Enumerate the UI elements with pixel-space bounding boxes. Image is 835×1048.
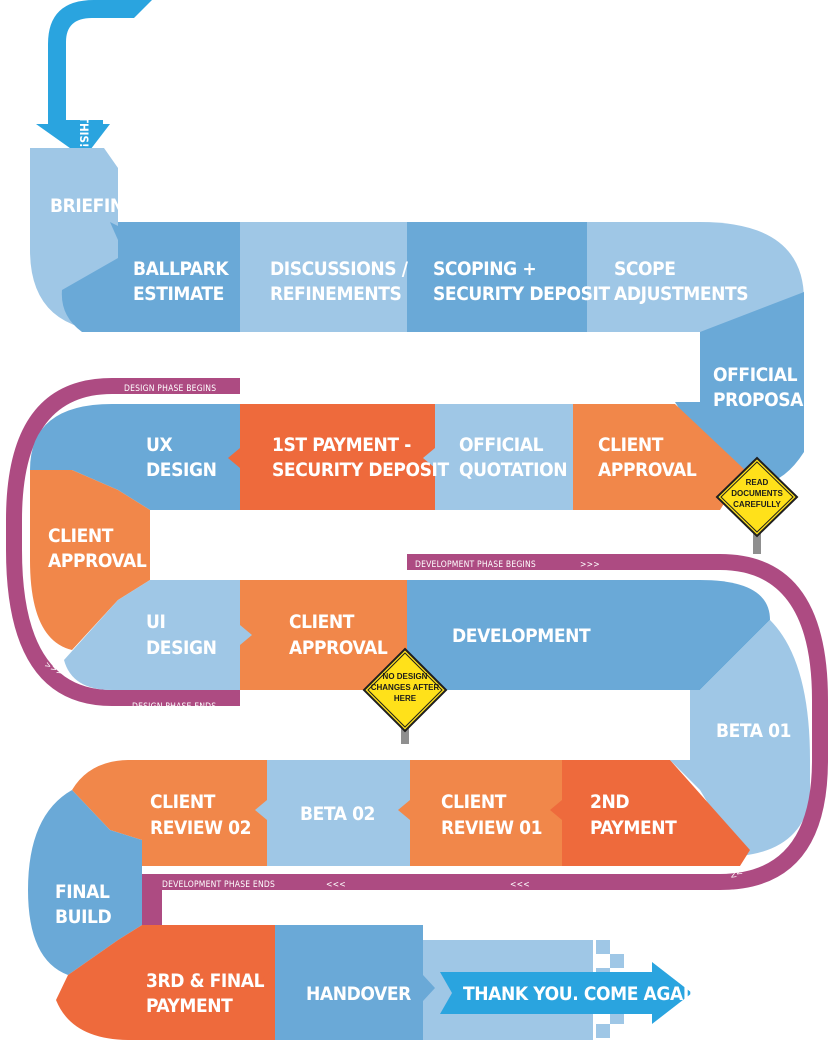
- step-client-approval-1-shape: [573, 404, 745, 510]
- step-client-approval-1-line1: CLIENT: [598, 434, 664, 456]
- step-ux-design-line2: DESIGN: [146, 459, 216, 481]
- step-official-quotation-shape: [435, 404, 573, 510]
- step-official-proposal-line2: PROPOSAL: [713, 389, 814, 411]
- sign-no-design-line2: CHANGES AFTER: [371, 683, 440, 692]
- step-client-approval-3-line1: CLIENT: [289, 611, 355, 633]
- left-curve: CLIENT APPROVAL UI DESIGN: [30, 470, 240, 690]
- sign-read-line2: DOCUMENTS: [731, 489, 783, 498]
- step-ui-design-line1: UI: [146, 611, 165, 633]
- thank-you-arrow: [440, 962, 692, 1024]
- development-phase-ends-label: DEVELOPMENT PHASE ENDS: [162, 880, 275, 890]
- step-client-approval-2-shape: [30, 470, 150, 650]
- development-back-chevrons-3: <<<: [326, 880, 346, 890]
- step-client-review-02-line1: CLIENT: [150, 791, 216, 813]
- step-client-review-01-line1: CLIENT: [441, 791, 507, 813]
- step-handover-shape: [275, 925, 423, 1040]
- thank-you-label: THANK YOU. COME AGAIN: [463, 983, 703, 1005]
- step-final-build-line2: BUILD: [55, 906, 112, 928]
- step-final-build-shape: [28, 790, 142, 975]
- step-ui-design-line2: DESIGN: [146, 637, 216, 659]
- row-4: 2ND PAYMENT CLIENT REVIEW 01 BETA 02 CLI…: [72, 760, 750, 866]
- sign-no-design-line3: HERE: [394, 694, 417, 703]
- start-arrow-label: LET'S DO THIS!: [77, 60, 91, 148]
- step-scoping-line1: SCOPING +: [433, 258, 536, 280]
- step-scoping-line2: SECURITY DEPOSIT: [433, 283, 611, 305]
- step-discussions-line2: REFINEMENTS: [270, 283, 402, 305]
- step-client-review-01-line2: REVIEW 01: [441, 817, 542, 839]
- step-official-quotation-line2: QUOTATION: [459, 459, 567, 481]
- development-phase-begins-label: DEVELOPMENT PHASE BEGINS: [415, 560, 536, 570]
- step-client-approval-1-line2: APPROVAL: [598, 459, 697, 481]
- step-first-payment-line1: 1ST PAYMENT -: [272, 434, 411, 456]
- step-second-payment-line1: 2ND: [590, 791, 629, 813]
- step-beta-01-shape: [670, 620, 810, 856]
- step-third-payment-line1: 3RD & FINAL: [146, 970, 265, 992]
- row-3: CLIENT APPROVAL DEVELOPMENT BETA 01: [240, 580, 810, 856]
- row-1: BRIEFING BALLPARK ESTIMATE DISCUSSIONS /…: [30, 148, 814, 485]
- step-client-review-01-shape: [410, 760, 562, 866]
- step-final-build-line1: FINAL: [55, 881, 110, 903]
- step-beta-01: BETA 01: [716, 720, 791, 742]
- step-ui-design-shape: [64, 580, 240, 690]
- step-second-payment-line2: PAYMENT: [590, 817, 677, 839]
- step-client-approval-2-line2: APPROVAL: [48, 550, 147, 572]
- sign-no-design-line1: NO DESIGN: [383, 672, 428, 681]
- row-2: UX DESIGN 1ST PAYMENT - SECURITY DEPOSIT…: [30, 404, 745, 510]
- step-development: DEVELOPMENT: [452, 625, 591, 647]
- step-discussions-line1: DISCUSSIONS /: [270, 258, 409, 280]
- step-scope-adjustments-shape: [587, 222, 804, 332]
- step-client-review-02-line2: REVIEW 02: [150, 817, 251, 839]
- step-second-payment-shape: [562, 760, 750, 866]
- sign-read-documents: READ DOCUMENTS CAREFULLY: [715, 456, 799, 554]
- step-official-quotation-line1: OFFICIAL: [459, 434, 544, 456]
- design-phase-ends-label: DESIGN PHASE ENDS: [132, 702, 216, 712]
- step-scope-adjustments-line2: ADJUSTMENTS: [614, 283, 748, 305]
- step-client-approval-3-shape: [240, 580, 407, 690]
- step-scoping-shape: [407, 222, 587, 332]
- step-discussions-shape: [240, 222, 407, 332]
- development-back-chevrons-2: <<<: [510, 880, 530, 890]
- step-ballpark-line2: ESTIMATE: [133, 283, 224, 305]
- step-first-payment-shape: [240, 404, 435, 510]
- step-beta-02-shape: [267, 760, 410, 866]
- step-briefing: BRIEFING: [50, 195, 137, 217]
- step-official-proposal-line1: OFFICIAL: [713, 364, 798, 386]
- step-third-payment-shape: [56, 925, 275, 1040]
- step-ux-design-shape: [30, 404, 240, 510]
- row-5: FINAL BUILD 3RD & FINAL PAYMENT HANDOVER…: [28, 790, 703, 1040]
- sign-read-line1: READ: [746, 478, 769, 487]
- step-handover: HANDOVER: [306, 983, 411, 1005]
- step-client-review-02-shape: [72, 760, 267, 866]
- design-phase-begins-label: DESIGN PHASE BEGINS: [124, 384, 216, 394]
- step-ballpark-shape: [61, 222, 241, 332]
- step-first-payment-line2: SECURITY DEPOSIT: [272, 459, 450, 481]
- step-beta-02: BETA 02: [300, 803, 375, 825]
- sign-read-line3: CAREFULLY: [733, 500, 781, 509]
- step-ballpark-line1: BALLPARK: [133, 258, 229, 280]
- step-development-shape: [407, 580, 770, 690]
- sign-no-design-changes: NO DESIGN CHANGES AFTER HERE: [362, 647, 448, 744]
- step-client-approval-2-line1: CLIENT: [48, 525, 114, 547]
- step-client-approval-3-line2: APPROVAL: [289, 637, 388, 659]
- development-forward-chevrons-1: >>>: [580, 560, 600, 570]
- start-arrow: LET'S DO THIS!: [36, 0, 152, 158]
- step-third-payment-line2: PAYMENT: [146, 995, 233, 1017]
- step-scope-adjustments-line1: SCOPE: [614, 258, 676, 280]
- step-ux-design-line1: UX: [146, 434, 172, 456]
